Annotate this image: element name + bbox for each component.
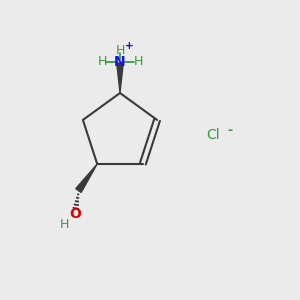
Text: H: H <box>59 218 69 231</box>
Text: +: + <box>124 41 134 51</box>
Text: -: - <box>227 124 232 137</box>
Polygon shape <box>76 164 97 193</box>
Text: Cl: Cl <box>206 128 220 142</box>
Text: O: O <box>70 207 81 221</box>
Text: H: H <box>97 55 107 68</box>
Text: H: H <box>115 44 125 57</box>
Polygon shape <box>117 63 123 92</box>
Text: H: H <box>133 55 143 68</box>
Text: N: N <box>114 55 126 68</box>
